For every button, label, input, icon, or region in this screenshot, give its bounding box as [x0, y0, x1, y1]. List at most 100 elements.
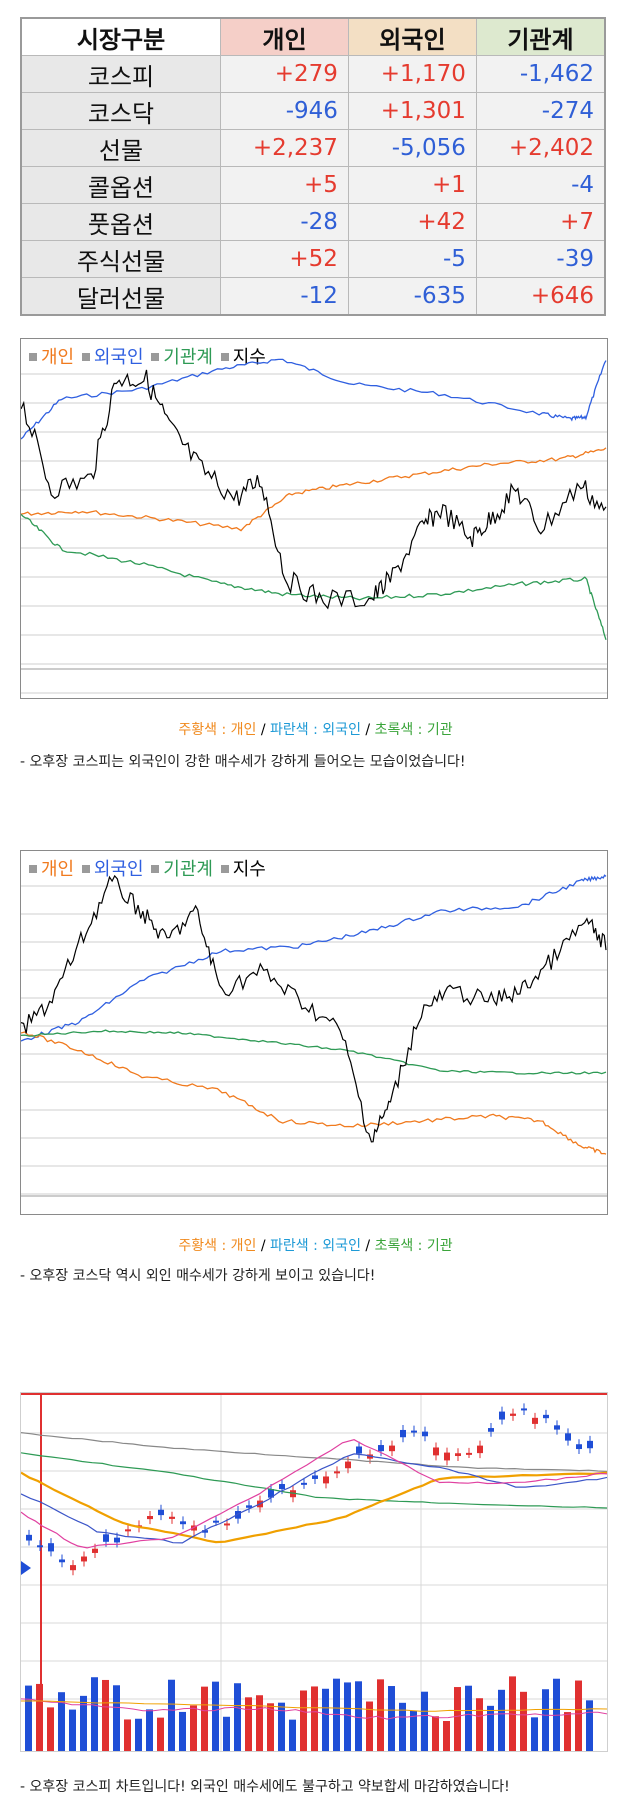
- caption-individual: 주황색 : 개인: [178, 1238, 257, 1254]
- candle-body: [587, 1440, 593, 1449]
- volume-bar: [289, 1719, 296, 1751]
- table-cell: +2,237: [220, 129, 349, 167]
- candle-body: [312, 1475, 318, 1479]
- volume-bar: [124, 1719, 131, 1751]
- volume-bar: [322, 1688, 329, 1751]
- volume-bar: [355, 1681, 362, 1751]
- table-cell: +42: [347, 203, 477, 241]
- candle-body: [103, 1534, 109, 1542]
- candle-body: [488, 1428, 494, 1432]
- legend-marker-icon: [220, 352, 229, 361]
- legend-foreign: 외국인: [93, 859, 144, 880]
- volume-bar: [311, 1686, 318, 1751]
- candle-body: [202, 1530, 208, 1533]
- candle-body: [323, 1476, 329, 1484]
- volume-bar: [168, 1679, 175, 1751]
- candle-body: [301, 1482, 307, 1485]
- kosdaq-afternoon-note: - 오후장 코스닥 역시 외인 매수세가 강하게 보이고 있습니다!: [20, 1268, 376, 1284]
- legend-foreign: 외국인: [93, 347, 144, 368]
- volume-bar: [410, 1710, 417, 1751]
- volume-bar: [586, 1700, 593, 1751]
- candle-body: [158, 1509, 164, 1516]
- candle-body: [92, 1548, 98, 1553]
- volume-bar: [36, 1683, 43, 1751]
- volume-bar: [256, 1695, 263, 1751]
- table-cell: +279: [220, 55, 349, 93]
- candle-body: [70, 1565, 76, 1571]
- legend-institution: 기관계: [163, 347, 213, 368]
- legend-institution: 기관계: [163, 859, 213, 880]
- candle-body: [378, 1445, 384, 1452]
- caption-foreign: 파란색 : 외국인: [270, 1238, 361, 1254]
- header-market-type: 시장구분: [20, 17, 221, 56]
- candle-body: [334, 1471, 340, 1474]
- candle-body: [235, 1510, 241, 1519]
- volume-bar: [366, 1701, 373, 1751]
- volume-bar: [531, 1717, 538, 1751]
- volume-bar: [432, 1716, 439, 1751]
- table-cell: -946: [220, 92, 349, 130]
- volume-bar: [267, 1703, 274, 1751]
- series-individual-line: [21, 447, 607, 532]
- volume-bar: [245, 1697, 252, 1751]
- series-index-line: [21, 874, 607, 1143]
- volume-bar: [47, 1707, 54, 1751]
- volume-bar: [113, 1685, 120, 1751]
- chart3-plot: [21, 1393, 607, 1751]
- legend-index: 지수: [232, 859, 266, 880]
- candle-body: [81, 1556, 87, 1562]
- candle-body: [422, 1431, 428, 1437]
- series-institution-line: [21, 1029, 607, 1075]
- volume-bar: [300, 1690, 307, 1751]
- moving-average-60: [21, 1471, 607, 1544]
- table-row: 콜옵션 +5 +1 -4: [20, 166, 606, 204]
- table-cell: +7: [475, 203, 606, 241]
- chart1-color-caption: 주황색 : 개인 / 파란색 : 외국인 / 초록색 : 기관: [0, 719, 631, 739]
- row-label: 콜옵션: [20, 166, 221, 204]
- table-cell: +646: [475, 277, 606, 316]
- candle-body: [576, 1444, 582, 1450]
- table-cell: -5: [347, 240, 477, 278]
- volume-bar: [443, 1720, 450, 1751]
- volume-bar: [575, 1680, 582, 1751]
- volume-bar: [91, 1677, 98, 1751]
- caption-institution: 초록색 : 기관: [374, 722, 453, 738]
- legend-marker-icon: [151, 864, 160, 873]
- legend-marker-icon: [220, 864, 229, 873]
- table-row: 코스피 +279 +1,170 -1,462: [20, 55, 606, 93]
- caption-separator: /: [360, 722, 375, 738]
- candle-body: [389, 1445, 395, 1452]
- volume-bar: [234, 1683, 241, 1751]
- candle-body: [477, 1445, 483, 1454]
- table-cell: -28: [220, 203, 349, 241]
- row-label: 주식선물: [20, 240, 221, 278]
- chart2-color-caption: 주황색 : 개인 / 파란색 : 외국인 / 초록색 : 기관: [0, 1235, 631, 1255]
- chart1-legend: 개인 외국인 기관계 지수: [27, 343, 266, 369]
- candle-body: [455, 1453, 461, 1457]
- volume-bar: [564, 1712, 571, 1751]
- kospi-candlestick-chart: [20, 1392, 608, 1752]
- candle-body: [169, 1516, 175, 1519]
- series-foreign-line: [21, 358, 607, 440]
- volume-bar: [135, 1718, 142, 1751]
- volume-bar: [465, 1685, 472, 1751]
- candle-body: [499, 1411, 505, 1420]
- header-individual: 개인: [220, 17, 349, 56]
- header-institution: 기관계: [475, 17, 606, 56]
- table-row: 풋옵션 -28 +42 +7: [20, 203, 606, 241]
- volume-bar: [454, 1687, 461, 1751]
- volume-bar: [399, 1702, 406, 1751]
- volume-bar: [498, 1689, 505, 1751]
- moving-average-5: [21, 1439, 607, 1549]
- legend-marker-icon: [81, 352, 90, 361]
- candle-body: [532, 1417, 538, 1424]
- table-cell: +1: [347, 166, 477, 204]
- legend-individual: 개인: [41, 859, 75, 880]
- volume-bar: [377, 1679, 384, 1751]
- volume-average-line: [21, 1700, 607, 1712]
- volume-bar: [421, 1691, 428, 1751]
- volume-bar: [201, 1686, 208, 1751]
- candle-body: [125, 1529, 131, 1532]
- table-row: 주식선물 +52 -5 -39: [20, 240, 606, 278]
- candle-body: [444, 1452, 450, 1461]
